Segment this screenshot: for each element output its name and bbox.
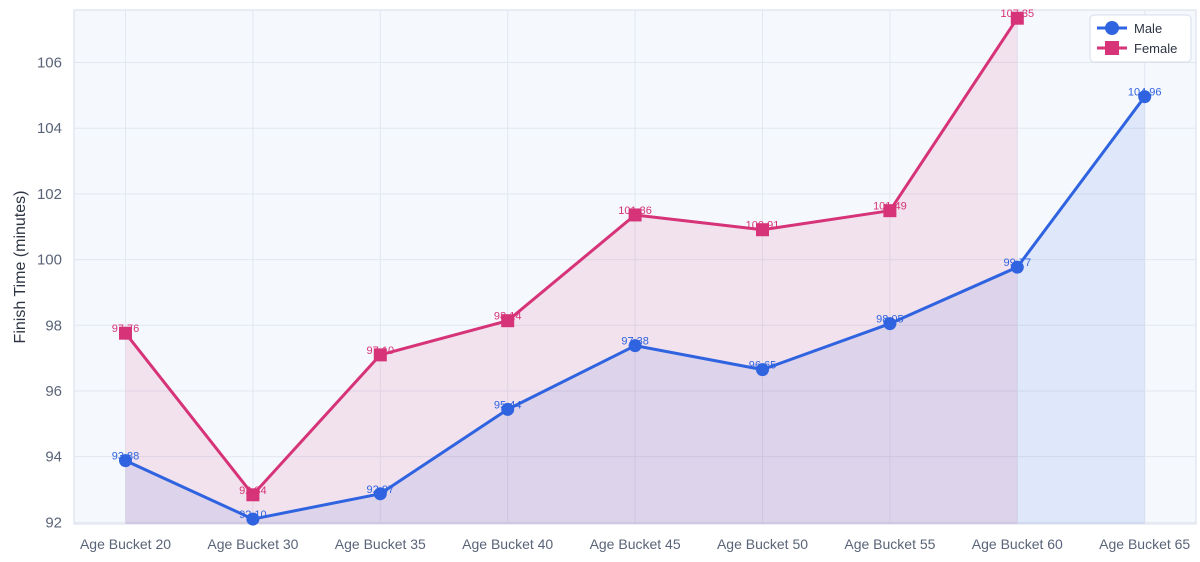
marker-female	[119, 326, 132, 340]
marker-female	[246, 488, 260, 502]
data-label-female: 101.49	[873, 201, 907, 213]
data-label-male: 93.88	[112, 451, 140, 463]
data-label-male: 98.05	[876, 314, 904, 326]
marker-male	[373, 487, 387, 501]
y-tick-labels: 92 94 96 98 100 102 104 106	[37, 55, 62, 532]
x-tick-label: Age Bucket 50	[717, 536, 808, 552]
data-label-male: 99.77	[1004, 257, 1032, 269]
data-label-female: 97.76	[112, 323, 140, 335]
data-label-male: 104.96	[1128, 87, 1162, 99]
data-label-female: 101.36	[618, 205, 652, 217]
y-axis-label: Finish Time (minutes)	[12, 191, 29, 344]
grid	[74, 10, 1196, 524]
area-fills	[125, 18, 1145, 524]
marker-male	[628, 339, 642, 353]
marker-female	[756, 223, 769, 237]
x-tick-label: Age Bucket 30	[207, 536, 298, 552]
marker-male	[756, 363, 769, 377]
legend-marker-female	[1105, 41, 1119, 55]
y-tick-label: 96	[45, 383, 62, 400]
marker-male	[1010, 260, 1024, 274]
x-tick-label: Age Bucket 60	[972, 536, 1063, 552]
marker-female	[501, 314, 515, 328]
marker-female	[1010, 11, 1024, 25]
data-label-male: 95.44	[494, 399, 522, 411]
y-tick-label: 104	[37, 120, 62, 137]
x-tick-label: Age Bucket 40	[462, 536, 553, 552]
y-tick-label: 92	[45, 514, 62, 531]
data-labels: 93.88 92.10 92.87 95.44 97.38 96.65 98.05 99.77…	[112, 8, 1162, 521]
x-tick-labels: Age Bucket 20 Age Bucket 30 Age Bucket 35 A…	[80, 536, 1190, 552]
x-tick-label: Age Bucket 65	[1099, 536, 1190, 552]
data-label-male: 97.38	[621, 336, 649, 348]
line-female	[124, 17, 1019, 497]
area-female	[125, 18, 1018, 524]
x-tick-label: Age Bucket 45	[590, 536, 681, 552]
x-tick-label: Age Bucket 55	[844, 536, 935, 552]
data-label-female: 107.35	[1000, 8, 1034, 20]
marker-female	[883, 204, 897, 218]
marker-male	[1138, 90, 1152, 104]
y-tick-label: 106	[37, 55, 62, 72]
data-label-female: 97.10	[367, 345, 395, 357]
data-label-female: 100.91	[746, 220, 780, 232]
data-label-female: 92.84	[239, 485, 267, 497]
y-tick-label: 100	[37, 252, 62, 269]
y-tick-label: 102	[37, 186, 62, 203]
marker-male	[501, 402, 515, 416]
marker-male	[119, 454, 132, 468]
marker-female	[628, 208, 642, 222]
data-label-female: 98.14	[494, 311, 522, 323]
x-tick-label: Age Bucket 20	[80, 536, 171, 552]
legend-label-male: Male	[1134, 21, 1162, 36]
area-male	[125, 96, 1145, 524]
data-label-male: 96.65	[749, 360, 777, 372]
data-label-male: 92.87	[367, 484, 395, 496]
series-markers	[119, 11, 1152, 526]
marker-male	[883, 317, 897, 331]
legend: Male Female	[1089, 14, 1192, 63]
y-tick-label: 94	[45, 449, 62, 466]
legend-marker-male	[1105, 21, 1119, 35]
data-label-male: 92.10	[239, 509, 267, 521]
x-tick-label: Age Bucket 35	[335, 536, 426, 552]
marker-male	[246, 512, 260, 526]
y-tick-label: 98	[45, 317, 62, 334]
legend-label-female: Female	[1134, 41, 1177, 56]
marker-female	[373, 348, 387, 362]
